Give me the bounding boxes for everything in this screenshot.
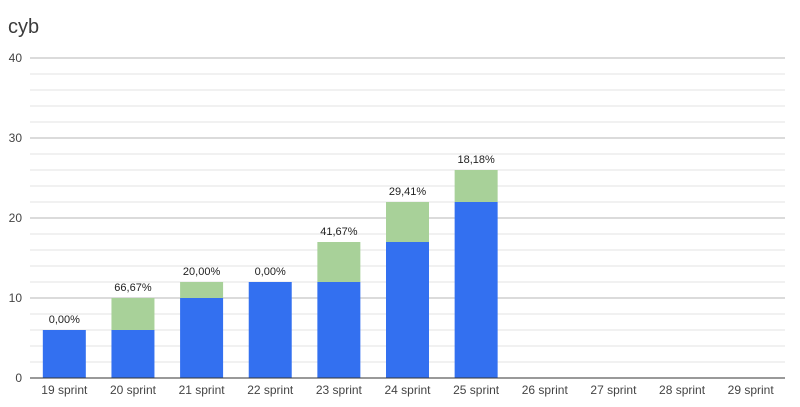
data-label: 66,67% <box>114 282 152 294</box>
bar-segment-series-1 <box>42 330 86 378</box>
bar-segment-series-2 <box>317 242 361 282</box>
x-tick-label: 23 sprint <box>316 383 363 397</box>
data-label: 0,00% <box>255 266 286 278</box>
bar-segment-series-1 <box>248 282 292 378</box>
x-tick-label: 25 sprint <box>453 383 500 397</box>
bar-segment-series-1 <box>454 202 498 378</box>
y-tick-label: 40 <box>9 51 23 65</box>
data-label: 20,00% <box>183 266 221 278</box>
x-tick-label: 28 sprint <box>659 383 706 397</box>
data-label: 29,41% <box>389 186 427 198</box>
bar-segment-series-1 <box>317 282 361 378</box>
y-axis-labels: 0 10 20 30 40 <box>9 51 23 385</box>
y-tick-label: 30 <box>9 131 23 145</box>
data-label: 41,67% <box>320 226 358 238</box>
x-tick-label: 20 sprint <box>110 383 157 397</box>
bar-segment-series-1 <box>180 298 224 378</box>
x-tick-label: 22 sprint <box>247 383 294 397</box>
bars <box>42 170 498 378</box>
data-label: 0,00% <box>49 314 80 326</box>
y-tick-label: 20 <box>9 211 23 225</box>
x-tick-label: 29 sprint <box>728 383 775 397</box>
bar-segment-series-1 <box>386 242 429 378</box>
bar-segment-series-1 <box>111 330 155 378</box>
x-tick-label: 26 sprint <box>522 383 569 397</box>
bar-segment-series-2 <box>454 170 498 202</box>
bar-segment-series-2 <box>180 282 224 298</box>
data-label: 18,18% <box>457 154 495 166</box>
y-tick-label: 0 <box>15 371 22 385</box>
x-tick-label: 24 sprint <box>384 383 431 397</box>
x-axis-labels: 19 sprint 20 sprint 21 sprint 22 sprint 23 s… <box>30 377 785 397</box>
bar-segment-series-2 <box>111 298 155 330</box>
y-tick-label: 10 <box>9 291 23 305</box>
x-tick-label: 21 sprint <box>179 383 226 397</box>
chart-title: cyb <box>8 16 40 38</box>
data-labels: 0,00% 66,67% 20,00% 0,00% 41,67% 29,41% 18,18% <box>49 154 495 326</box>
x-tick-label: 27 sprint <box>590 383 637 397</box>
x-tick-label: 19 sprint <box>41 383 88 397</box>
bar-segment-series-2 <box>386 202 429 242</box>
